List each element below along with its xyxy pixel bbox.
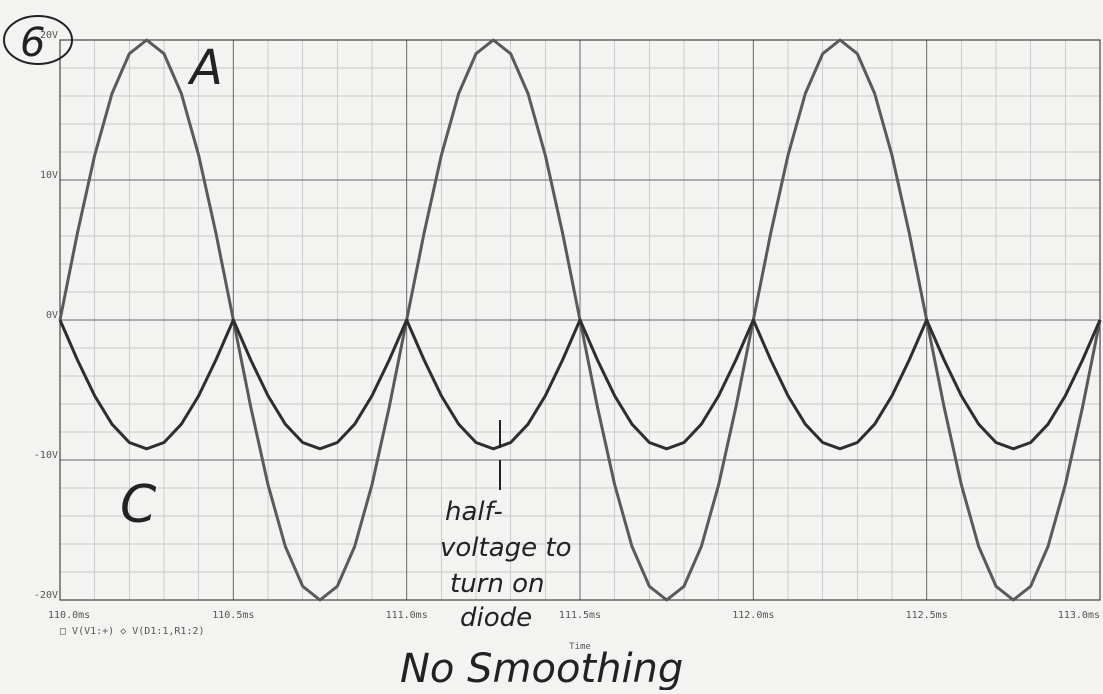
series-line bbox=[58, 318, 1102, 451]
x-axis-label: Time bbox=[569, 642, 591, 652]
x-tick-label: 112.0ms bbox=[732, 610, 774, 621]
legend-label: V(V1:+) bbox=[72, 626, 114, 637]
x-tick-label: 110.5ms bbox=[212, 610, 254, 621]
annotation: No Smoothing bbox=[400, 646, 683, 690]
annotation: voltage to bbox=[440, 533, 572, 563]
annotation: 6 bbox=[20, 20, 45, 66]
x-tick-label: 112.5ms bbox=[906, 610, 948, 621]
legend-label: V(D1:1,R1:2) bbox=[132, 626, 204, 637]
hand-circle bbox=[3, 15, 73, 65]
y-tick-label: 10V bbox=[40, 170, 58, 181]
y-tick-label: 0V bbox=[46, 310, 58, 321]
legend-entry: □ V(V1:+) ◇ V(D1:1,R1:2) bbox=[60, 626, 205, 637]
annotation: diode bbox=[460, 603, 532, 633]
x-tick-label: 111.0ms bbox=[386, 610, 428, 621]
labels: 110.0ms 110.5ms 111.0ms 111.5ms 112.0ms 112.5… bbox=[34, 30, 1100, 621]
annotation: A bbox=[187, 40, 223, 96]
annotation: turn on bbox=[450, 569, 545, 599]
y-tick-label: -10V bbox=[34, 450, 58, 461]
x-tick-label: 110.0ms bbox=[48, 610, 90, 621]
grid bbox=[59, 39, 1101, 601]
x-tick-label: 113.0ms bbox=[1058, 610, 1100, 621]
y-tick-label: -20V bbox=[34, 590, 58, 601]
x-tick-label: 111.5ms bbox=[559, 610, 601, 621]
legend-symbol: □ bbox=[60, 626, 72, 637]
lines bbox=[58, 38, 1102, 602]
annotation: C bbox=[120, 475, 157, 535]
y-tick-label: 20V bbox=[40, 30, 58, 41]
legend-symbol: ◇ bbox=[114, 626, 132, 637]
annotation: half- bbox=[445, 497, 503, 527]
